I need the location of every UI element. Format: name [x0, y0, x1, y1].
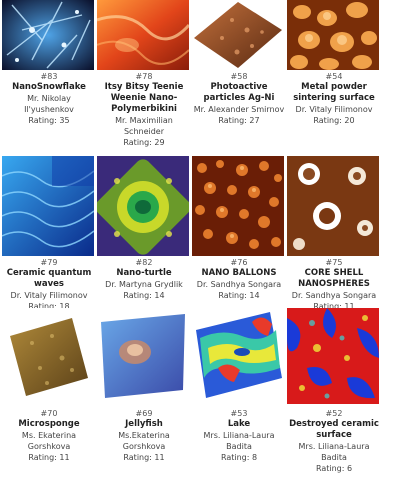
item-author: Dr. Sandhya Songara	[291, 291, 377, 300]
item-title[interactable]: Itsy Bitsy Teenie Weenie Nano-Polymerbik…	[104, 82, 184, 114]
item-title[interactable]: Photoactive particles Ag-Ni	[203, 82, 275, 103]
item-rating: Rating: 8	[220, 453, 258, 462]
item-rating: Rating: 20	[313, 116, 355, 125]
thumbnail-polymerbikini[interactable]	[97, 0, 189, 70]
item-rating: Rating: 27	[218, 116, 260, 125]
thumbnail-destroyed-ceramic[interactable]	[287, 308, 379, 404]
thumbnail-microsponge[interactable]	[2, 308, 94, 404]
thumbnail-core-shell-nanospheres[interactable]	[287, 156, 379, 256]
thumbnail-jellyfish[interactable]	[97, 308, 189, 404]
item-number: #83	[40, 72, 58, 81]
item-title[interactable]: CORE SHELL NANOSPHERES	[298, 268, 370, 289]
thumbnail-nano-turtle[interactable]	[97, 156, 189, 256]
item-author: Dr. Vitaly Filimonov	[295, 105, 373, 114]
item-title[interactable]: Microsponge	[18, 419, 80, 429]
item-number: #69	[135, 409, 153, 418]
item-author: Dr. Vitaly Filimonov	[10, 291, 88, 300]
item-author: Ms. Ekaterina Gorshkova	[21, 431, 77, 451]
item-number: #52	[325, 409, 343, 418]
item-author: Mr. Maximilian Schneider	[115, 116, 173, 136]
item-number: #79	[40, 258, 58, 267]
item-number: #58	[230, 72, 248, 81]
thumbnail-photoactive-particles[interactable]	[192, 0, 284, 70]
item-number: #78	[135, 72, 153, 81]
item-author: Mr. Alexander Smirnov	[193, 105, 285, 114]
item-title[interactable]: Nano-turtle	[116, 268, 172, 278]
item-rating: Rating: 29	[123, 138, 165, 147]
item-number: #76	[230, 258, 248, 267]
item-title[interactable]: Jellyfish	[125, 419, 163, 429]
item-title[interactable]: Ceramic quantum waves	[6, 268, 92, 289]
item-author: Mrs. Liliana-Laura Badita	[298, 442, 370, 462]
thumbnail-ceramic-waves[interactable]	[2, 156, 94, 256]
item-title[interactable]: NANO BALLONS	[201, 268, 277, 278]
thumbnail-snowflake[interactable]	[2, 0, 94, 70]
item-author: Mr. Nikolay Il'yushenkov	[24, 94, 74, 114]
item-title[interactable]: NanoSnowflake	[12, 82, 86, 92]
item-title[interactable]: Destroyed ceramic surface	[289, 419, 379, 440]
item-author: Ms.Ekaterina Gorshkova	[118, 431, 170, 451]
item-author: Mrs. Liliana-Laura Badita	[203, 431, 275, 451]
item-title[interactable]: Metal powder sintering surface	[293, 82, 375, 103]
item-number: #53	[230, 409, 248, 418]
thumbnail-metal-powder[interactable]	[287, 0, 379, 70]
item-rating: Rating: 35	[28, 116, 70, 125]
item-number: #70	[40, 409, 58, 418]
item-rating: Rating: 11	[28, 453, 70, 462]
item-rating: Rating: 11	[123, 453, 165, 462]
item-number: #82	[135, 258, 153, 267]
item-number: #75	[325, 258, 343, 267]
item-rating: Rating: 14	[123, 291, 165, 300]
thumbnail-lake[interactable]	[192, 308, 284, 404]
item-title[interactable]: Lake	[227, 419, 251, 429]
thumbnail-nano-balloons[interactable]	[192, 156, 284, 256]
item-rating: Rating: 11	[313, 302, 355, 311]
item-author: Dr. Martyna Grydlik	[105, 280, 183, 289]
item-rating: Rating: 14	[218, 291, 260, 300]
item-rating: Rating: 6	[315, 464, 353, 473]
item-rating: Rating: 18	[28, 302, 70, 311]
item-author: Dr. Sandhya Songara	[196, 280, 282, 289]
item-number: #54	[325, 72, 343, 81]
